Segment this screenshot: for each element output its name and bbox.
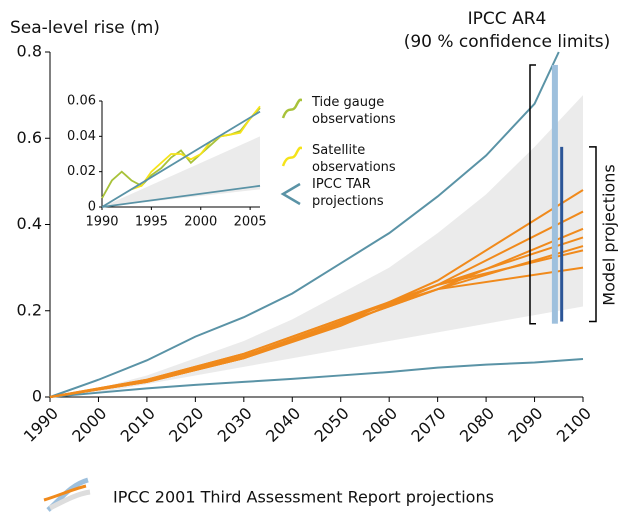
x-tick-label: 1995 [135, 215, 168, 230]
x-tick-label: 2020 [165, 404, 207, 446]
band [50, 95, 583, 397]
legend-label: Satellite observations [312, 143, 396, 175]
annotation: (90 % confidence limits) [404, 32, 611, 52]
x-tick-label: 2005 [234, 215, 267, 230]
x-tick-label: 2000 [68, 404, 110, 446]
x-tick-label: 2080 [456, 404, 498, 446]
legend-label: IPCC TAR projections [312, 177, 384, 209]
y-tick-label: 0.04 [67, 129, 96, 144]
series-line [49, 51, 560, 398]
y-tick-label: 0.06 [67, 94, 96, 109]
x-tick-label: 2010 [117, 404, 159, 446]
x-tick-label: 2040 [262, 404, 304, 446]
x-tick-label: 2050 [311, 404, 353, 446]
x-tick-label: 2000 [184, 215, 217, 230]
legend-icon [281, 146, 303, 167]
x-tick-label: 1990 [20, 404, 62, 446]
y-axis-label: Sea-level rise (m) [10, 18, 160, 38]
x-tick-label: 2060 [359, 404, 401, 446]
series-line [101, 110, 261, 208]
x-tick-label: 2100 [553, 404, 595, 446]
y-tick-label: 0.8 [17, 42, 42, 61]
y-tick-label: 0.2 [17, 300, 42, 319]
annotation: Model projections [600, 164, 619, 305]
legend-label: IPCC 2001 Third Assessment Report projec… [113, 488, 494, 507]
x-tick-label: 1990 [85, 215, 118, 230]
annotation: IPCC AR4 [468, 9, 547, 29]
bracket [529, 64, 536, 325]
legend-icon [280, 182, 301, 206]
y-tick-label: 0.4 [17, 214, 42, 233]
series-line [49, 358, 584, 398]
series-line [131, 105, 261, 191]
bracket [589, 146, 597, 323]
range-bar [560, 146, 564, 322]
series-line [49, 245, 584, 398]
y-tick-label: 0 [32, 387, 42, 406]
x-tick-label: 2090 [504, 404, 546, 446]
legend-icon [281, 98, 303, 119]
band [102, 136, 260, 207]
range-bar [551, 64, 558, 324]
series-line [101, 184, 261, 208]
y-tick-label: 0 [88, 200, 96, 215]
legend-label: Tide gauge observations [311, 95, 396, 127]
legend-icon [43, 477, 91, 512]
x-tick-label: 2070 [407, 404, 449, 446]
y-tick-label: 0.02 [67, 164, 96, 179]
x-tick-label: 2030 [214, 404, 256, 446]
series-line [49, 266, 584, 398]
y-tick-label: 0.6 [17, 128, 42, 147]
